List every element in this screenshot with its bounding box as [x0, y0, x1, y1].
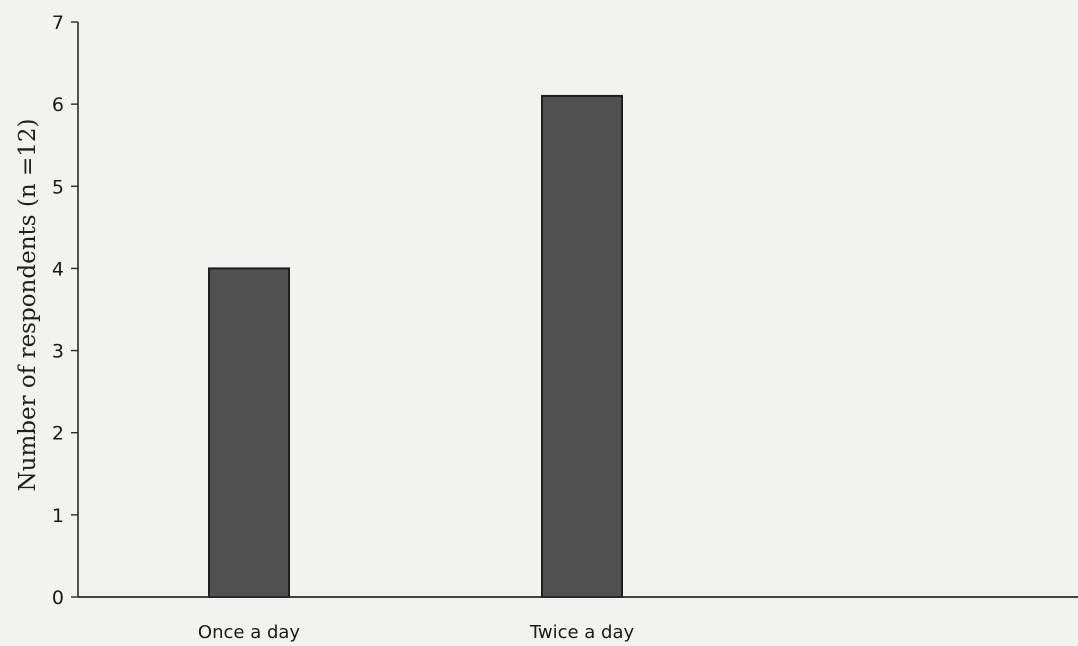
y-axis-ticks: 0 1 2 3 4 5 6 7	[52, 12, 78, 609]
y-tick-label: 1	[52, 505, 64, 527]
y-axis-title: Number of respondents (n =12)	[15, 119, 41, 492]
y-tick-label: 5	[52, 176, 64, 198]
y-tick-label: 7	[52, 12, 64, 34]
bars-layer	[208, 94, 623, 599]
y-tick-label: 6	[52, 94, 64, 116]
y-tick-label: 2	[52, 423, 64, 445]
x-axis-category-labels: Once a day Twice a day	[198, 622, 635, 643]
y-tick-label: 3	[52, 341, 64, 363]
bar-once-a-day	[208, 267, 290, 598]
x-category-label: Once a day	[198, 622, 300, 643]
y-tick-label: 4	[52, 258, 64, 280]
axes-layer	[77, 22, 1078, 598]
bar-twice-a-day	[541, 94, 623, 599]
x-category-label: Twice a day	[529, 622, 635, 643]
y-tick-label: 0	[52, 587, 64, 609]
